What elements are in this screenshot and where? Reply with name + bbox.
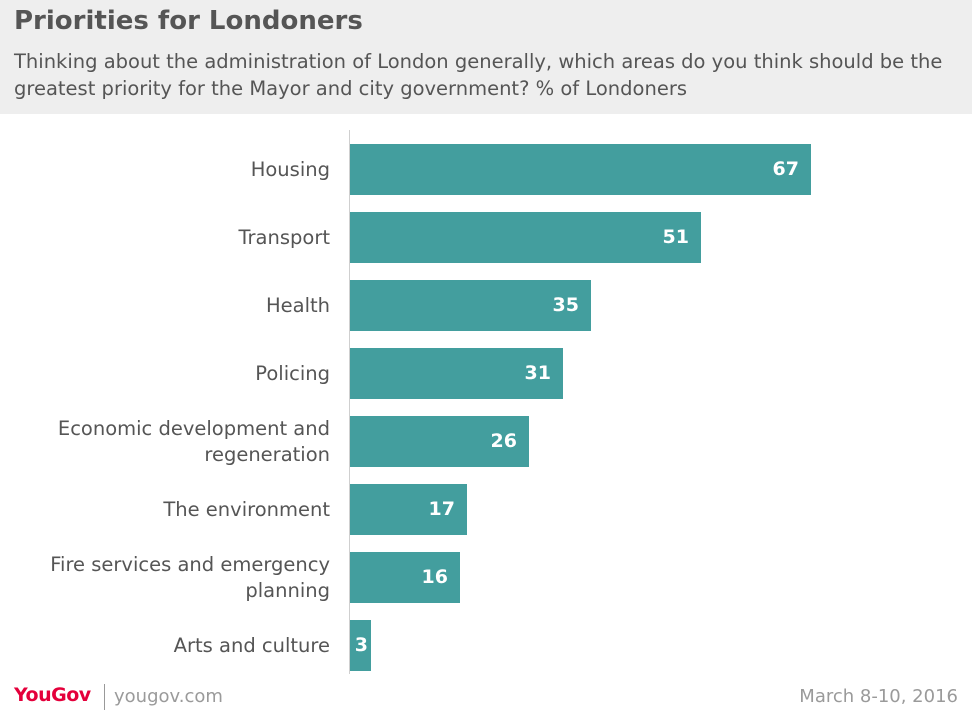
category-label-line: Fire services and emergency — [50, 552, 330, 576]
category-label: Fire services and emergency planning — [10, 552, 330, 604]
bar — [350, 416, 529, 467]
chart-title: Priorities for Londoners — [14, 6, 363, 36]
footer-divider — [104, 684, 105, 710]
category-label: The environment — [10, 497, 330, 523]
bar — [350, 620, 371, 671]
category-label-line: planning — [245, 578, 330, 602]
bar-value-label: 17 — [428, 498, 455, 520]
bar — [350, 212, 701, 263]
category-label-line: Arts and culture — [173, 633, 330, 657]
category-label-line: regeneration — [204, 442, 330, 466]
chart-header: Priorities for Londoners Thinking about … — [0, 0, 972, 114]
category-label: Health — [10, 293, 330, 319]
bar — [350, 144, 811, 195]
category-label: Housing — [10, 157, 330, 183]
bar-value-label: 3 — [354, 634, 368, 656]
footer-site-link[interactable]: yougov.com — [114, 686, 223, 707]
category-label-line: Health — [265, 293, 330, 317]
chart-subtitle: Thinking about the administration of Lon… — [14, 50, 943, 100]
category-label: Transport — [10, 225, 330, 251]
bar-value-label: 16 — [421, 566, 448, 588]
footer-date: March 8-10, 2016 — [799, 686, 958, 707]
bar — [350, 348, 563, 399]
bar — [350, 280, 591, 331]
category-label-line: Economic development and — [57, 416, 330, 440]
bar-value-label: 51 — [662, 226, 689, 248]
y-axis-line — [349, 130, 350, 674]
category-label: Arts and culture — [10, 633, 330, 659]
bar — [350, 552, 460, 603]
yougov-logo: YouGov — [14, 684, 91, 706]
bar-value-label: 31 — [524, 362, 551, 384]
bar-value-label: 67 — [772, 158, 799, 180]
bar-value-label: 26 — [490, 430, 517, 452]
category-label-line: Housing — [250, 157, 330, 181]
category-label: Economic development and regeneration — [10, 416, 330, 468]
bar — [350, 484, 467, 535]
category-label-line: Policing — [255, 361, 330, 385]
category-label-line: The environment — [163, 497, 330, 521]
category-label-line: Transport — [238, 225, 330, 249]
bar-value-label: 35 — [552, 294, 579, 316]
category-label: Policing — [10, 361, 330, 387]
